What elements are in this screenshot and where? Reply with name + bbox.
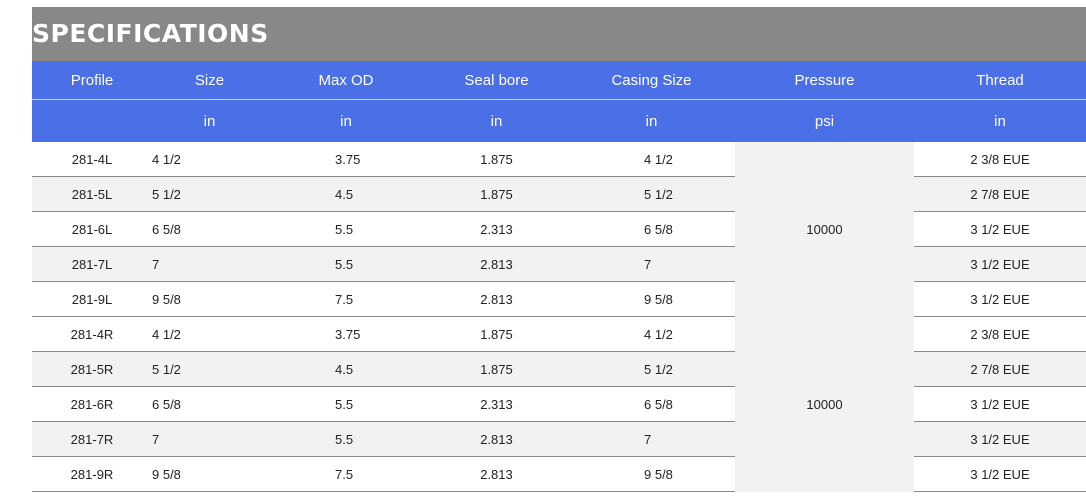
cell-profile: 281-6R [32, 386, 152, 422]
cell-seal-bore: 2.313 [425, 386, 568, 422]
cell-max-od: 4.5 [267, 176, 425, 212]
cell-thread: 2 7/8 EUE [914, 351, 1086, 387]
header-seal-bore: Seal bore [425, 61, 568, 100]
cell-size: 4 1/2 [152, 316, 267, 352]
cell-max-od: 7.5 [267, 281, 425, 317]
cell-profile: 281-4R [32, 316, 152, 352]
cell-size: 5 1/2 [152, 351, 267, 387]
specifications-table: Profile Size Max OD Seal bore Casing Siz… [32, 61, 1086, 492]
cell-profile: 281-7R [32, 421, 152, 457]
cell-seal-bore: 2.313 [425, 211, 568, 247]
cell-seal-bore: 2.813 [425, 246, 568, 282]
table-row: 281-7R 7 5.5 2.813 7 3 1/2 EUE [32, 421, 1086, 457]
table-row: 281-5L 5 1/2 4.5 1.875 5 1/2 2 7/8 EUE [32, 176, 1086, 212]
cell-profile: 281-7L [32, 246, 152, 282]
cell-size: 9 5/8 [152, 281, 267, 317]
cell-profile: 281-6L [32, 211, 152, 247]
cell-max-od: 5.5 [267, 386, 425, 422]
cell-thread: 3 1/2 EUE [914, 456, 1086, 492]
cell-casing-size: 4 1/2 [568, 316, 735, 352]
header-max-od: Max OD [267, 61, 425, 100]
cell-pressure: 10000 [735, 316, 914, 492]
cell-casing-size: 6 5/8 [568, 211, 735, 247]
cell-size: 7 [152, 246, 267, 282]
cell-size: 4 1/2 [152, 142, 267, 177]
table-row: 281-7L 7 5.5 2.813 7 3 1/2 EUE [32, 246, 1086, 282]
cell-casing-size: 9 5/8 [568, 456, 735, 492]
cell-profile: 281-9L [32, 281, 152, 317]
cell-casing-size: 5 1/2 [568, 351, 735, 387]
cell-casing-size: 5 1/2 [568, 176, 735, 212]
cell-pressure: 10000 [735, 142, 914, 317]
cell-casing-size: 7 [568, 246, 735, 282]
units-row: in in in in psi in [32, 99, 1086, 142]
cell-max-od: 7.5 [267, 456, 425, 492]
unit-thread: in [914, 99, 1086, 142]
cell-max-od: 5.5 [267, 421, 425, 457]
unit-pressure: psi [735, 99, 914, 142]
cell-seal-bore: 2.813 [425, 456, 568, 492]
cell-seal-bore: 1.875 [425, 142, 568, 177]
table-row: 281-5R 5 1/2 4.5 1.875 5 1/2 2 7/8 EUE [32, 351, 1086, 387]
cell-profile: 281-4L [32, 142, 152, 177]
cell-max-od: 3.75 [267, 142, 425, 177]
table-body: 281-4L 4 1/2 3.75 1.875 4 1/2 10000 2 3/8 EUE 2… [32, 142, 1086, 492]
header-row: Profile Size Max OD Seal bore Casing Siz… [32, 61, 1086, 100]
table-row: 281-9L 9 5/8 7.5 2.813 9 5/8 3 1/2 EUE [32, 281, 1086, 317]
table-row: 281-4R 4 1/2 3.75 1.875 4 1/2 10000 2 3/8 EUE [32, 316, 1086, 492]
cell-seal-bore: 1.875 [425, 316, 568, 352]
unit-seal-bore: in [425, 99, 568, 142]
cell-casing-size: 6 5/8 [568, 386, 735, 422]
page-title: SPECIFICATIONS [32, 19, 269, 48]
cell-seal-bore: 2.813 [425, 421, 568, 457]
cell-seal-bore: 1.875 [425, 351, 568, 387]
header-size: Size [152, 61, 267, 100]
cell-size: 6 5/8 [152, 211, 267, 247]
cell-max-od: 4.5 [267, 351, 425, 387]
header-profile: Profile [32, 61, 152, 100]
cell-thread: 2 3/8 EUE [914, 142, 1086, 177]
cell-thread: 3 1/2 EUE [914, 246, 1086, 282]
cell-thread: 3 1/2 EUE [914, 281, 1086, 317]
unit-size: in [152, 99, 267, 142]
header-casing-size: Casing Size [568, 61, 735, 100]
header-thread: Thread [914, 61, 1086, 100]
unit-profile [32, 99, 152, 142]
cell-size: 7 [152, 421, 267, 457]
cell-size: 6 5/8 [152, 386, 267, 422]
cell-max-od: 3.75 [267, 316, 425, 352]
cell-thread: 2 7/8 EUE [914, 176, 1086, 212]
cell-profile: 281-5L [32, 176, 152, 212]
cell-casing-size: 4 1/2 [568, 142, 735, 177]
unit-max-od: in [267, 99, 425, 142]
table-row: 281-4L 4 1/2 3.75 1.875 4 1/2 10000 2 3/8 EUE [32, 142, 1086, 317]
cell-size: 5 1/2 [152, 176, 267, 212]
table-row: 281-9R 9 5/8 7.5 2.813 9 5/8 3 1/2 EUE [32, 456, 1086, 492]
cell-casing-size: 9 5/8 [568, 281, 735, 317]
cell-casing-size: 7 [568, 421, 735, 457]
cell-size: 9 5/8 [152, 456, 267, 492]
cell-profile: 281-9R [32, 456, 152, 492]
unit-casing-size: in [568, 99, 735, 142]
cell-thread: 3 1/2 EUE [914, 211, 1086, 247]
cell-thread: 3 1/2 EUE [914, 421, 1086, 457]
header-pressure: Pressure [735, 61, 914, 100]
cell-thread: 3 1/2 EUE [914, 386, 1086, 422]
cell-profile: 281-5R [32, 351, 152, 387]
table-row: 281-6L 6 5/8 5.5 2.313 6 5/8 3 1/2 EUE [32, 211, 1086, 247]
cell-max-od: 5.5 [267, 246, 425, 282]
table-row: 281-6R 6 5/8 5.5 2.313 6 5/8 3 1/2 EUE [32, 386, 1086, 422]
cell-seal-bore: 1.875 [425, 176, 568, 212]
cell-thread: 2 3/8 EUE [914, 316, 1086, 352]
cell-max-od: 5.5 [267, 211, 425, 247]
cell-seal-bore: 2.813 [425, 281, 568, 317]
title-bar: SPECIFICATIONS [32, 7, 1086, 61]
